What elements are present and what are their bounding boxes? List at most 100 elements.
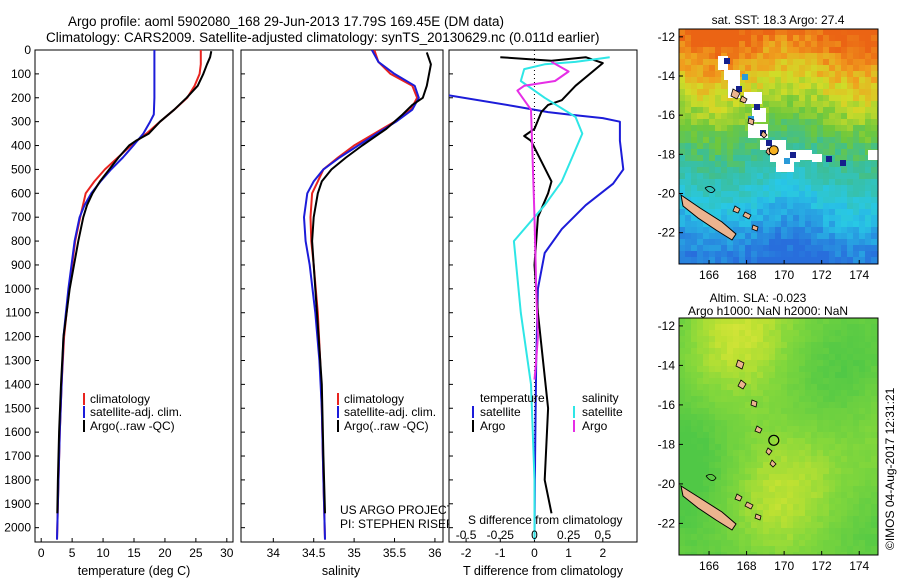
map-cell [757, 215, 764, 222]
map-cell [817, 372, 824, 379]
map-cell [781, 227, 788, 234]
map-cell [751, 209, 758, 216]
map-cell [739, 209, 746, 216]
map-cell [715, 468, 722, 475]
map-cell [769, 161, 776, 168]
map-cell [835, 41, 842, 48]
map-cell [811, 408, 818, 415]
map-cell [799, 480, 806, 487]
map-cell [685, 516, 692, 523]
map-cell [685, 251, 692, 258]
map-cell [751, 203, 758, 210]
map-cell [811, 125, 818, 132]
map-cell [727, 239, 734, 246]
map-cell [781, 330, 788, 337]
map-cell [745, 137, 752, 144]
map-cell [823, 546, 830, 553]
map-cell [739, 426, 746, 433]
map-cell [757, 336, 764, 343]
map-cell [733, 540, 740, 547]
map-cell [691, 77, 698, 84]
map-cell [679, 47, 686, 54]
map-cell [739, 438, 746, 445]
depth-tick-label: 1800 [4, 473, 31, 487]
map-cell [829, 95, 836, 102]
map-cell [739, 245, 746, 252]
map-cell [715, 167, 722, 174]
map-cell [697, 336, 704, 343]
map-cell [685, 432, 692, 439]
map-cell [811, 510, 818, 517]
anomaly-cell [826, 156, 832, 162]
map-cell [709, 420, 716, 427]
map-cell [751, 245, 758, 252]
map-cell [787, 360, 794, 367]
map-cell [757, 330, 764, 337]
map-cell [727, 197, 734, 204]
map-cell [679, 552, 686, 555]
map-cell [769, 342, 776, 349]
map-cell [739, 432, 746, 439]
map-cell [781, 239, 788, 246]
map-cell [847, 155, 854, 162]
map-cell [811, 546, 818, 553]
map-cell [823, 101, 830, 108]
map-cell [817, 360, 824, 367]
map-cell [691, 47, 698, 54]
map-cell [811, 107, 818, 114]
map-cell [703, 185, 710, 192]
lat-tick-label: -20 [658, 477, 676, 491]
map-cell [703, 173, 710, 180]
map-cell [871, 336, 878, 343]
map-cell [793, 89, 800, 96]
map-cell [685, 396, 692, 403]
map-cell [787, 420, 794, 427]
map-cell [697, 360, 704, 367]
map-cell [781, 366, 788, 373]
map-cell [871, 444, 878, 451]
map-cell [781, 125, 788, 132]
map-cell [721, 528, 728, 535]
map-cell [823, 221, 830, 228]
map-cell [859, 402, 866, 409]
map-cell [787, 209, 794, 216]
map-cell [865, 233, 872, 240]
map-cell [847, 546, 854, 553]
map-cell [823, 227, 830, 234]
map-cell [865, 119, 872, 126]
map-cell [733, 450, 740, 457]
map-cell [805, 47, 812, 54]
map-cell [781, 197, 788, 204]
map-cell [853, 318, 860, 325]
map-cell [859, 486, 866, 493]
map-cell [823, 498, 830, 505]
map-cell [805, 360, 812, 367]
map-cell [763, 83, 770, 90]
map-cell [793, 462, 800, 469]
map-cell [859, 372, 866, 379]
map-cell [727, 47, 734, 54]
map-cell [847, 65, 854, 72]
map-cell [727, 245, 734, 252]
map-cell [847, 233, 854, 240]
map-cell [793, 77, 800, 84]
map-cell [679, 65, 686, 72]
map-cell [769, 552, 776, 555]
map-cell [841, 119, 848, 126]
map-cell [715, 534, 722, 541]
map-cell [841, 149, 848, 156]
map-cell [793, 53, 800, 60]
map-cell [763, 516, 770, 523]
map-cell [865, 486, 872, 493]
map-cell [679, 354, 686, 361]
map-cell [739, 408, 746, 415]
map-cell [721, 390, 728, 397]
map-cell [859, 336, 866, 343]
map-cell [805, 29, 812, 36]
map-cell [871, 137, 878, 144]
map-cell [691, 221, 698, 228]
map-cell [853, 480, 860, 487]
map-cell [787, 336, 794, 343]
map-cell [835, 480, 842, 487]
map-cell [787, 396, 794, 403]
